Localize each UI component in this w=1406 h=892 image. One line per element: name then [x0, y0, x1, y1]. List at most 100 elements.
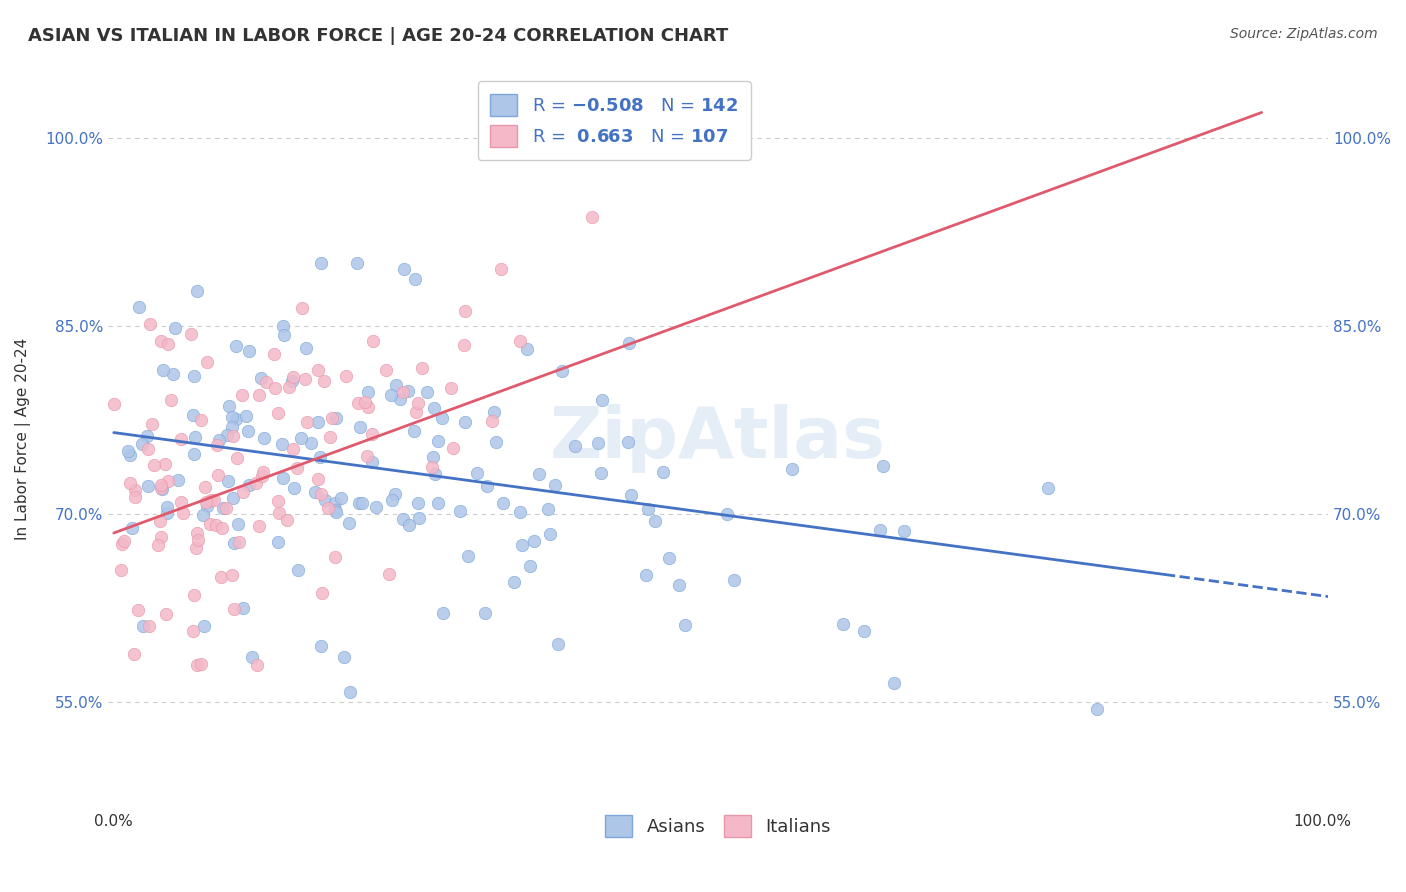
Point	[120, 475, 142, 490]
Point	[519, 559, 541, 574]
Point	[222, 429, 245, 443]
Point	[377, 567, 399, 582]
Point	[132, 619, 155, 633]
Point	[226, 516, 249, 531]
Point	[172, 507, 194, 521]
Point	[231, 388, 253, 402]
Point	[321, 411, 343, 425]
Point	[318, 430, 340, 444]
Point	[247, 387, 270, 401]
Point	[316, 500, 339, 515]
Point	[440, 381, 463, 395]
Point	[271, 471, 294, 485]
Point	[716, 507, 738, 521]
Point	[127, 603, 149, 617]
Point	[122, 647, 145, 661]
Point	[411, 360, 433, 375]
Point	[183, 430, 205, 444]
Point	[485, 434, 508, 449]
Point	[510, 538, 533, 552]
Point	[1085, 702, 1108, 716]
Point	[194, 480, 217, 494]
Point	[273, 328, 295, 343]
Point	[509, 334, 531, 349]
Point	[454, 415, 477, 429]
Point	[314, 374, 336, 388]
Point	[481, 413, 503, 427]
Point	[380, 388, 402, 402]
Point	[111, 537, 134, 551]
Point	[883, 676, 905, 690]
Point	[869, 523, 891, 537]
Point	[200, 493, 222, 508]
Point	[149, 481, 172, 495]
Point	[361, 334, 384, 348]
Point	[349, 496, 371, 510]
Point	[193, 508, 215, 522]
Point	[432, 411, 454, 425]
Point	[673, 618, 696, 632]
Point	[544, 478, 567, 492]
Point	[408, 511, 430, 525]
Point	[276, 513, 298, 527]
Point	[236, 424, 259, 438]
Point	[163, 321, 186, 335]
Point	[523, 533, 546, 548]
Point	[281, 370, 304, 384]
Point	[245, 475, 267, 490]
Point	[271, 318, 294, 333]
Point	[208, 433, 231, 447]
Point	[832, 616, 855, 631]
Point	[406, 496, 429, 510]
Point	[162, 368, 184, 382]
Point	[228, 535, 250, 549]
Point	[586, 436, 609, 450]
Point	[290, 431, 312, 445]
Point	[551, 364, 574, 378]
Point	[181, 624, 204, 638]
Point	[619, 336, 641, 351]
Point	[141, 417, 163, 432]
Point	[492, 496, 515, 510]
Point	[221, 420, 243, 434]
Point	[136, 479, 159, 493]
Point	[346, 256, 368, 270]
Point	[637, 502, 659, 516]
Point	[299, 435, 322, 450]
Point	[139, 317, 162, 331]
Point	[564, 439, 586, 453]
Point	[406, 396, 429, 410]
Point	[617, 435, 640, 450]
Text: ZipAtlas: ZipAtlas	[550, 404, 886, 474]
Point	[211, 521, 233, 535]
Point	[529, 467, 551, 481]
Point	[254, 375, 277, 389]
Point	[291, 301, 314, 315]
Point	[170, 495, 193, 509]
Point	[157, 474, 180, 488]
Point	[138, 618, 160, 632]
Point	[388, 392, 411, 407]
Point	[547, 637, 569, 651]
Point	[477, 479, 499, 493]
Point	[217, 475, 239, 489]
Point	[295, 342, 318, 356]
Point	[240, 650, 263, 665]
Point	[294, 372, 316, 386]
Point	[181, 408, 204, 422]
Point	[194, 495, 217, 509]
Point	[120, 448, 142, 462]
Point	[329, 491, 352, 505]
Point	[136, 442, 159, 457]
Point	[183, 369, 205, 384]
Point	[347, 396, 370, 410]
Point	[335, 368, 357, 383]
Point	[150, 482, 173, 496]
Text: Source: ZipAtlas.com: Source: ZipAtlas.com	[1230, 27, 1378, 41]
Point	[200, 516, 222, 531]
Point	[131, 437, 153, 451]
Point	[215, 500, 238, 515]
Point	[225, 412, 247, 426]
Point	[426, 434, 449, 449]
Point	[325, 410, 347, 425]
